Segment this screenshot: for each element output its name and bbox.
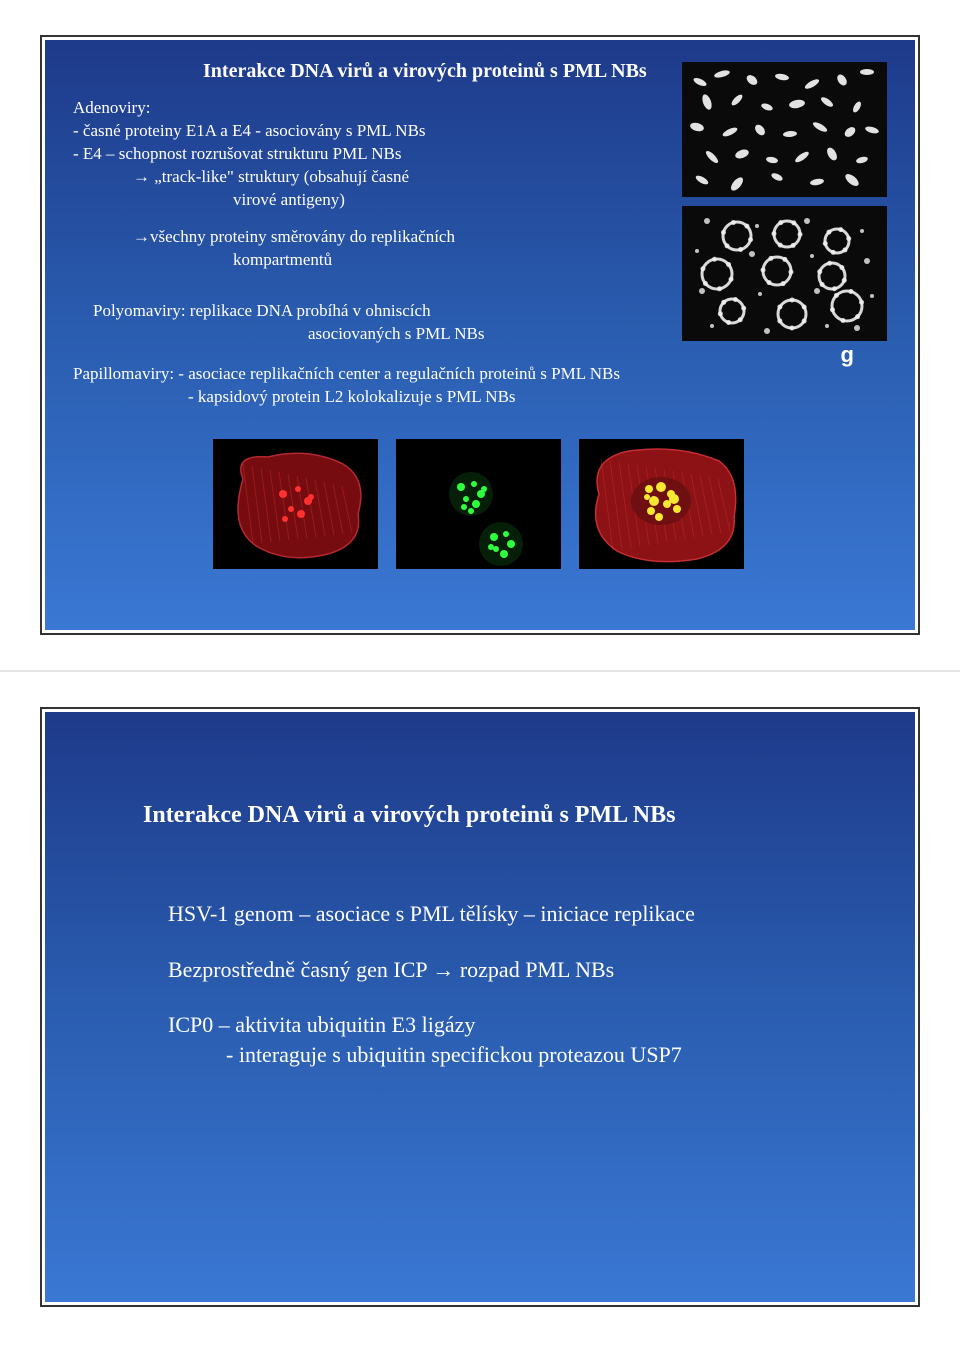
adeno-line5: →všechny proteiny směrovány do replikačn… [133,226,603,249]
polyoma-line1: Polyomaviry: replikace DNA probíhá v ohn… [93,300,603,323]
slide-2: Interakce DNA virů a virových proteinů s… [45,712,915,1302]
polyoma-block: Polyomaviry: replikace DNA probíhá v ohn… [93,300,603,346]
adeno-line2: - E4 – schopnost rozrušovat strukturu PM… [73,143,603,166]
fluo-image-2 [396,439,561,569]
polyoma-line2: asociovaných s PML NBs [308,323,603,346]
papilloma-block: Papillomaviry: - asociace replikačních c… [73,363,887,409]
slide2-body: HSV-1 genom – asociace s PML tělísky – i… [168,899,887,1070]
fluorescence-row [213,439,887,569]
em-image-bottom [682,206,887,341]
slide2-line1: HSV-1 genom – asociace s PML tělísky – i… [168,899,887,929]
adeno-line4: virové antigeny) [233,189,603,212]
adeno-line3: → „track-like" struktury (obsahují časné [133,166,603,189]
adeno-line6: kompartmentů [233,249,603,272]
em-label-g: g [841,342,854,368]
slide2-line3: ICP0 – aktivita ubiquitin E3 ligázy [168,1010,887,1040]
slide-2-wrapper: Interakce DNA virů a virových proteinů s… [0,672,960,1342]
slide-1-wrapper: Interakce DNA virů a virových proteinů s… [0,0,960,670]
slide-1: Interakce DNA virů a virových proteinů s… [45,40,915,630]
slide2-line2: Bezprostředně časný gen ICP → rozpad PML… [168,955,887,985]
slide-1-frame: Interakce DNA virů a virových proteinů s… [40,35,920,635]
fluo-image-1 [213,439,378,569]
slide-2-frame: Interakce DNA virů a virových proteinů s… [40,707,920,1307]
em-image-stack: g [682,62,887,346]
slide2-title: Interakce DNA virů a virových proteinů s… [143,802,887,829]
slide1-text-column: Adenoviry: - časné proteiny E1A a E4 - a… [73,97,603,345]
adeno-heading: Adenoviry: [73,97,603,120]
slide2-line3-sub: - interaguje s ubiquitin specifickou pro… [226,1040,887,1070]
papilloma-line1: Papillomaviry: - asociace replikačních c… [73,363,887,386]
fluo-image-3 [579,439,744,569]
papilloma-line2: - kapsidový protein L2 kolokalizuje s PM… [188,386,887,409]
page: Interakce DNA virů a virových proteinů s… [0,0,960,1342]
adenoviry-block: Adenoviry: - časné proteiny E1A a E4 - a… [73,97,603,272]
adeno-line1: - časné proteiny E1A a E4 - asociovány s… [73,120,603,143]
em-image-top [682,62,887,197]
